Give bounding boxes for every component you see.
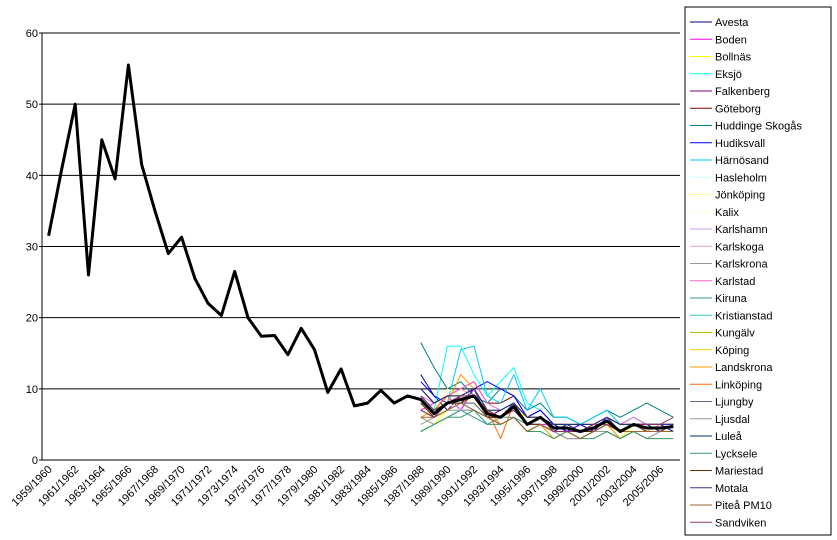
legend-label: Sandviken [715, 517, 766, 529]
legend-label: Motala [715, 483, 749, 495]
legend-label: Karlskoga [715, 241, 765, 253]
y-tick-label: 0 [32, 455, 38, 467]
legend-label: Hasleholm [715, 172, 767, 184]
y-tick-label: 50 [26, 99, 38, 111]
series-line [420, 409, 674, 440]
series-line [47, 63, 674, 433]
series-line [420, 388, 674, 425]
legend-label: Ljusdal [715, 414, 750, 426]
legend-label: Hudiksvall [715, 138, 765, 150]
legend-label: Landskrona [715, 362, 773, 374]
y-tick-label: 30 [26, 242, 38, 254]
legend-label: Karlshamn [715, 224, 768, 236]
legend-label: Bollnäs [715, 52, 752, 64]
legend-label: Köping [715, 345, 749, 357]
legend-label: Jönköping [715, 190, 765, 202]
legend-label: Kungälv [715, 328, 755, 340]
y-tick-label: 60 [26, 28, 38, 40]
legend-label: Piteå PM10 [715, 500, 772, 512]
legend-label: Falkenberg [715, 86, 770, 98]
legend-label: Huddinge Skogås [715, 121, 802, 133]
legend: Avesta Boden Bollnäs Eksjö Falkenberg Götebor… [690, 17, 802, 529]
y-tick-label: 10 [26, 384, 38, 396]
legend-label: Linköping [715, 379, 762, 391]
series-line [420, 402, 674, 440]
legend-box [684, 6, 832, 536]
legend-label: Kiruna [715, 293, 748, 305]
legend-label: Mariestad [715, 466, 763, 478]
series-line [420, 374, 674, 440]
legend-label: Karlstad [715, 276, 755, 288]
series-line [420, 345, 674, 425]
plot-area: 01020304050601959/19601961/19621963/1964… [10, 28, 680, 509]
legend-label: Ljungby [715, 397, 754, 409]
legend-label: Karlskrona [715, 259, 768, 271]
legend-label: Kristianstad [715, 310, 772, 322]
series-line [420, 342, 674, 425]
legend-label: Luleå [715, 431, 743, 443]
legend-label: Lycksele [715, 448, 757, 460]
legend-label: Härnösand [715, 155, 769, 167]
legend-label: Avesta [715, 17, 749, 29]
y-tick-label: 20 [26, 313, 38, 325]
legend-label: Göteborg [715, 103, 761, 115]
legend-label: Kalix [715, 207, 739, 219]
legend-label: Eksjö [715, 69, 742, 81]
legend-label: Boden [715, 34, 747, 46]
y-tick-label: 40 [26, 170, 38, 182]
